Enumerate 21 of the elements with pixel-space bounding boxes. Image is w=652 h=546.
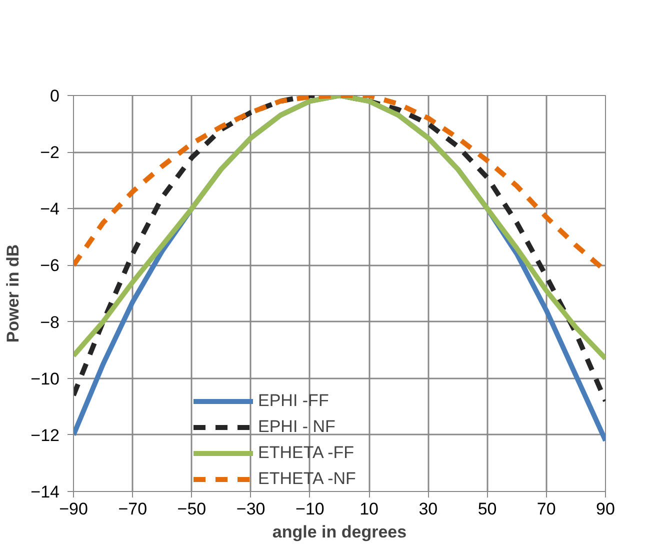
x-tick-label: −70	[118, 500, 148, 518]
legend-label: EPHI - NF	[258, 417, 336, 437]
y-tick-label: 0	[50, 86, 60, 106]
x-tick-label: 50	[478, 500, 497, 518]
y-tick-label: −2	[40, 143, 60, 162]
y-tick-label: −4	[40, 200, 60, 219]
y-tick-label: −10	[30, 369, 60, 388]
x-tick-label: −10	[296, 500, 324, 518]
x-tick-label: 70	[536, 500, 556, 518]
y-tick-label: −6	[40, 256, 60, 276]
x-axis-title: angle in degrees	[272, 522, 407, 542]
y-axis-title: Power in dB	[4, 244, 23, 343]
y-tick-label: −12	[30, 426, 60, 445]
x-tick-label: 30	[418, 500, 438, 518]
y-tick-label: −14	[30, 482, 60, 502]
x-tick-label: −90	[59, 500, 88, 518]
x-tick-label: −50	[177, 500, 206, 518]
x-tick-label: 90	[596, 500, 615, 518]
x-tick-label: 10	[360, 500, 379, 518]
x-tick-label: −30	[236, 500, 266, 518]
y-tick-label: −8	[40, 312, 60, 332]
